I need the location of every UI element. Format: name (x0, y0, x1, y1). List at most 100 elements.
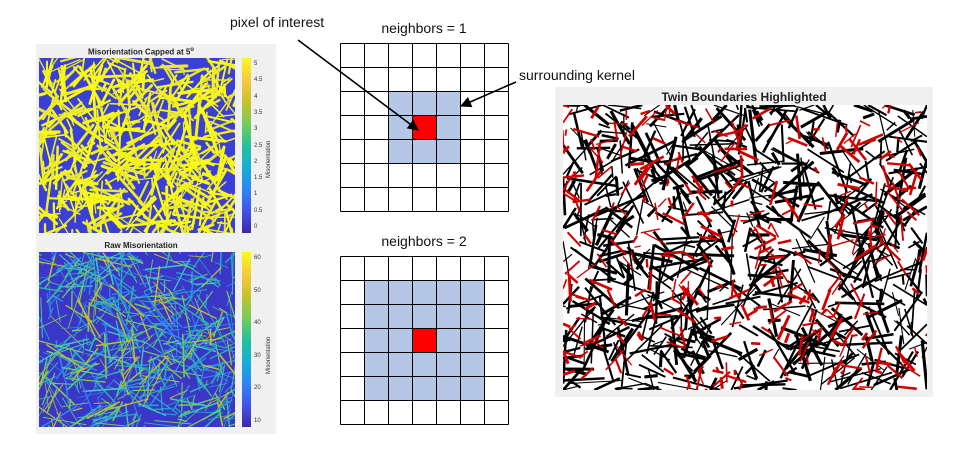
grain-boundary (80, 144, 89, 154)
grain-boundary (925, 274, 927, 297)
grain-boundary (120, 368, 129, 396)
grain-boundary (587, 173, 614, 203)
grain-boundary (96, 108, 102, 155)
twin-boundary (675, 119, 701, 129)
grain-boundary (142, 350, 184, 364)
grain-boundary (51, 100, 62, 103)
grain-boundary (133, 255, 146, 288)
twin-boundary (727, 374, 747, 384)
grain-boundary (96, 316, 127, 337)
grain-boundary (169, 390, 188, 399)
twin-boundary (737, 123, 748, 132)
grain-boundary (160, 376, 172, 381)
grain-boundary (861, 201, 878, 215)
grain-boundary (620, 120, 631, 131)
grain-boundary (208, 382, 228, 388)
grain-boundary (112, 58, 153, 66)
twin-boundary (738, 150, 760, 162)
grain-boundary (678, 121, 691, 162)
grain-boundary (833, 330, 848, 341)
twin-boundary (891, 182, 901, 201)
grain-boundary (144, 292, 173, 330)
grain-boundary (572, 212, 589, 233)
twin-boundary (684, 182, 693, 195)
grain-boundary (196, 377, 202, 386)
grain-boundary (657, 381, 699, 390)
grain-boundary (152, 174, 167, 217)
grain-boundary (180, 329, 205, 348)
grain-boundary (226, 290, 235, 321)
grain-boundary (206, 388, 235, 406)
grain-boundary (698, 266, 742, 290)
grain-boundary (699, 316, 713, 335)
grain-boundary (139, 375, 156, 400)
top-colorbar-ticks: 5 4.5 4 3.5 3 2.5 2 1.5 1 0.5 0 (254, 58, 274, 233)
grain-boundary (119, 356, 138, 389)
grain-boundary (183, 368, 191, 379)
twin-boundary (671, 279, 677, 299)
grain-boundary (125, 107, 132, 129)
twin-boundary (616, 205, 629, 218)
twin-boundary (639, 155, 665, 171)
grain-boundary (166, 154, 186, 180)
twin-boundary (786, 299, 793, 306)
twin-boundary (579, 339, 600, 347)
grain-boundary (147, 205, 153, 225)
grain-boundary (662, 266, 685, 283)
twin-boundary (890, 242, 899, 253)
grain-boundary (151, 380, 161, 386)
grain-boundary (752, 324, 791, 351)
grain-boundary (795, 238, 816, 283)
grain-boundary (191, 176, 211, 185)
twin-boundary (564, 129, 568, 136)
twin-boundary (652, 137, 666, 145)
grain-boundary (181, 294, 191, 335)
grain-boundary (224, 381, 235, 393)
twin-boundary (767, 255, 785, 260)
grain-boundary (54, 338, 90, 348)
grain-boundary (682, 328, 695, 359)
grain-boundary (204, 167, 228, 207)
grain-boundary (93, 280, 97, 323)
grain-boundary (805, 131, 814, 142)
grain-boundary (622, 324, 663, 365)
grain-boundary (214, 277, 221, 286)
grain-boundary (615, 256, 626, 279)
grain-boundary (132, 418, 136, 427)
twin-boundary (806, 356, 810, 366)
twin-boundary (887, 105, 892, 114)
grain-boundary (627, 122, 634, 169)
colorbar-tick: 2 (254, 158, 258, 165)
grain-boundary (204, 346, 235, 353)
twin-boundary (725, 362, 728, 383)
grain-boundary (780, 124, 785, 163)
grain-boundary (795, 153, 803, 201)
grain-boundary (48, 265, 76, 303)
grain-boundary (695, 195, 713, 228)
grain-boundary (56, 341, 92, 354)
twin-boundary (566, 272, 579, 284)
twin-boundary (900, 363, 921, 377)
grain-boundary (900, 323, 927, 351)
twin-boundary (811, 132, 817, 140)
twin-boundary (839, 196, 849, 214)
grain-boundary (84, 191, 125, 202)
grain-boundary (67, 359, 78, 370)
grain-boundary (737, 347, 759, 361)
grain-boundary (139, 106, 150, 115)
twin-boundary (596, 342, 604, 349)
grain-boundary (49, 389, 62, 424)
grain-boundary (570, 127, 592, 149)
grain-boundary (142, 340, 162, 354)
grain-boundary (653, 243, 700, 271)
grain-boundary (64, 123, 95, 162)
grain-boundary (78, 146, 85, 162)
grain-boundary (221, 58, 235, 61)
grain-boundary (84, 353, 98, 356)
grain-boundary (100, 107, 106, 141)
twin-boundary (588, 278, 613, 291)
twin-boundary (821, 137, 827, 153)
twin-boundary (606, 289, 616, 307)
grain-boundary (87, 282, 103, 310)
grain-boundary (160, 386, 163, 412)
